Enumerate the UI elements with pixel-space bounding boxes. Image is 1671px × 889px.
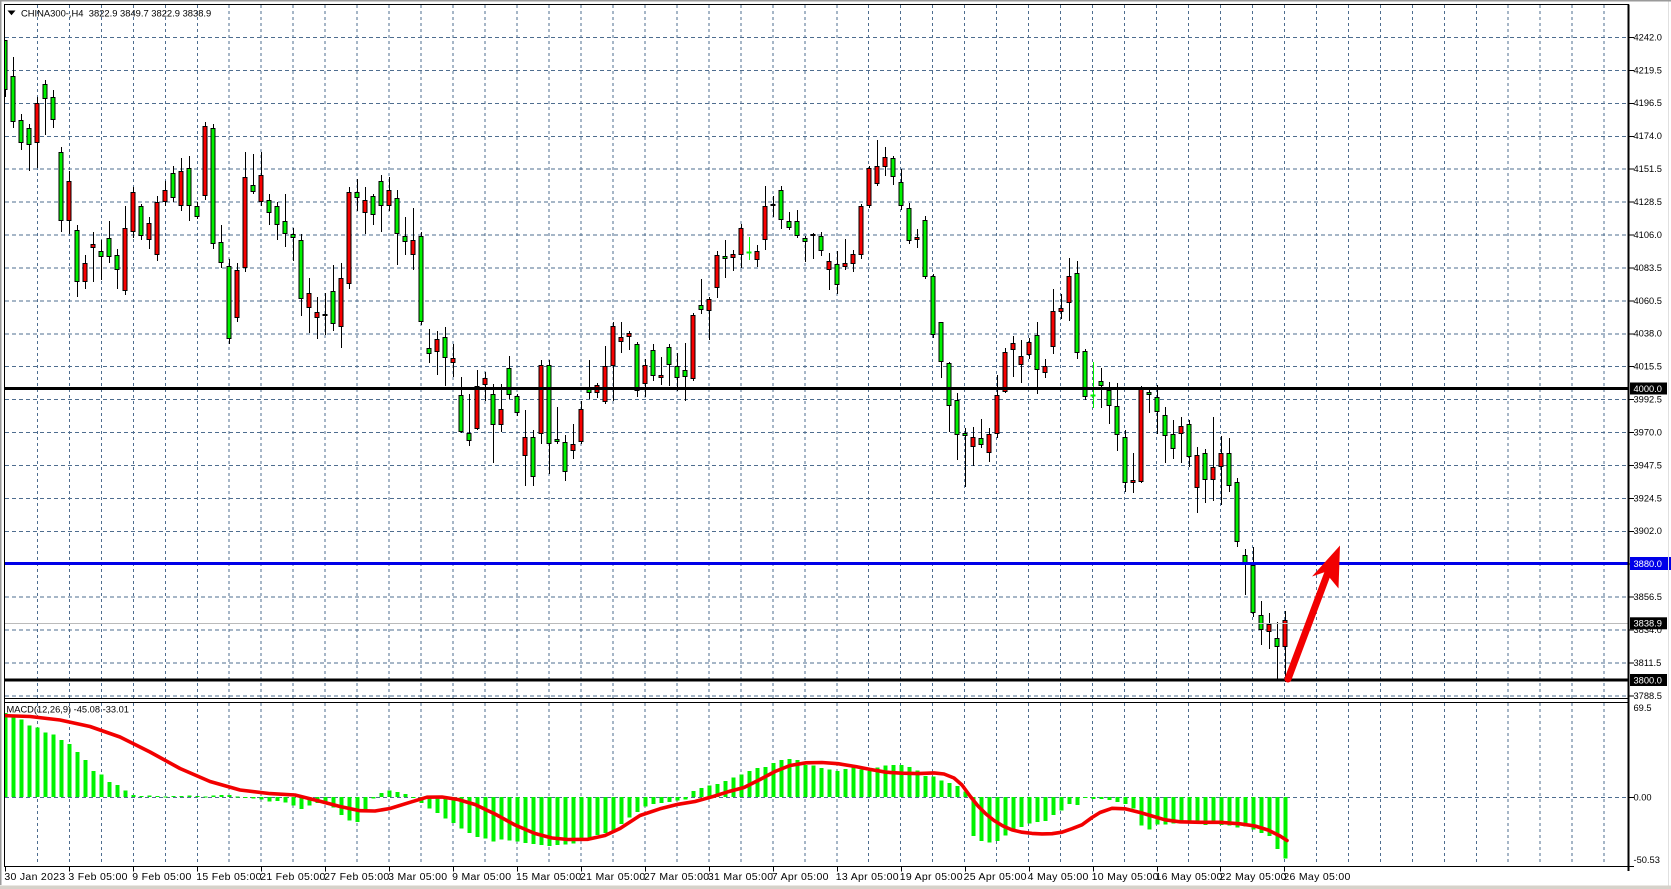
svg-text:13 Apr 05:00: 13 Apr 05:00 (836, 871, 899, 883)
svg-text:10 May 05:00: 10 May 05:00 (1092, 871, 1159, 883)
svg-text:4128.5: 4128.5 (1634, 197, 1662, 207)
svg-text:31 Mar 05:00: 31 Mar 05:00 (708, 871, 773, 883)
svg-text:3856.5: 3856.5 (1634, 592, 1662, 602)
svg-text:-50.53: -50.53 (1634, 855, 1660, 865)
svg-text:4 May 05:00: 4 May 05:00 (1028, 871, 1089, 883)
svg-text:4219.5: 4219.5 (1634, 65, 1662, 75)
svg-text:26 May 05:00: 26 May 05:00 (1283, 871, 1350, 883)
svg-text:4242.0: 4242.0 (1634, 32, 1662, 42)
svg-text:3811.5: 3811.5 (1634, 658, 1662, 668)
svg-text:4174.0: 4174.0 (1634, 131, 1662, 141)
svg-text:3800.0: 3800.0 (1634, 675, 1662, 685)
svg-text:3970.0: 3970.0 (1634, 427, 1662, 437)
svg-text:3992.5: 3992.5 (1634, 395, 1662, 405)
svg-text:4015.5: 4015.5 (1634, 362, 1662, 372)
svg-text:69.5: 69.5 (1634, 703, 1652, 713)
svg-text:9 Mar 05:00: 9 Mar 05:00 (452, 871, 511, 883)
svg-text:15 Mar 05:00: 15 Mar 05:00 (516, 871, 581, 883)
svg-text:30 Jan 2023: 30 Jan 2023 (4, 871, 65, 883)
svg-text:22 May 05:00: 22 May 05:00 (1220, 871, 1287, 883)
svg-text:15 Feb 05:00: 15 Feb 05:00 (196, 871, 261, 883)
svg-text:21 Mar 05:00: 21 Mar 05:00 (580, 871, 645, 883)
svg-text:0.00: 0.00 (1634, 792, 1652, 802)
svg-text:19 Apr 05:00: 19 Apr 05:00 (900, 871, 963, 883)
svg-text:3924.5: 3924.5 (1634, 493, 1662, 503)
svg-text:CHINA300-,H4 3822.9 3849.7 38: CHINA300-,H4 3822.9 3849.7 3822.9 3838.9 (21, 8, 211, 19)
svg-text:16 May 05:00: 16 May 05:00 (1156, 871, 1223, 883)
svg-text:4196.5: 4196.5 (1634, 98, 1662, 108)
svg-text:4000.0: 4000.0 (1634, 384, 1662, 394)
svg-text:27 Mar 05:00: 27 Mar 05:00 (644, 871, 709, 883)
svg-text:4083.5: 4083.5 (1634, 263, 1662, 273)
svg-text:3788.5: 3788.5 (1634, 691, 1662, 701)
svg-text:21 Feb 05:00: 21 Feb 05:00 (260, 871, 325, 883)
svg-text:4106.0: 4106.0 (1634, 230, 1662, 240)
svg-text:3902.0: 3902.0 (1634, 526, 1662, 536)
svg-text:3838.9: 3838.9 (1634, 619, 1662, 629)
svg-text:MACD(12,26,9) -45.08 -33.01: MACD(12,26,9) -45.08 -33.01 (7, 704, 129, 714)
svg-text:27 Feb 05:00: 27 Feb 05:00 (324, 871, 389, 883)
svg-text:3 Mar 05:00: 3 Mar 05:00 (388, 871, 447, 883)
svg-text:4151.5: 4151.5 (1634, 164, 1662, 174)
svg-text:3834.0: 3834.0 (1634, 625, 1662, 635)
svg-text:7 Apr 05:00: 7 Apr 05:00 (772, 871, 829, 883)
svg-text:9 Feb 05:00: 9 Feb 05:00 (132, 871, 191, 883)
svg-text:4060.5: 4060.5 (1634, 296, 1662, 306)
svg-text:3947.5: 3947.5 (1634, 460, 1662, 470)
svg-text:3 Feb 05:00: 3 Feb 05:00 (68, 871, 127, 883)
svg-text:4038.0: 4038.0 (1634, 329, 1662, 339)
svg-text:25 Apr 05:00: 25 Apr 05:00 (964, 871, 1027, 883)
svg-text:3880.0: 3880.0 (1634, 559, 1662, 569)
